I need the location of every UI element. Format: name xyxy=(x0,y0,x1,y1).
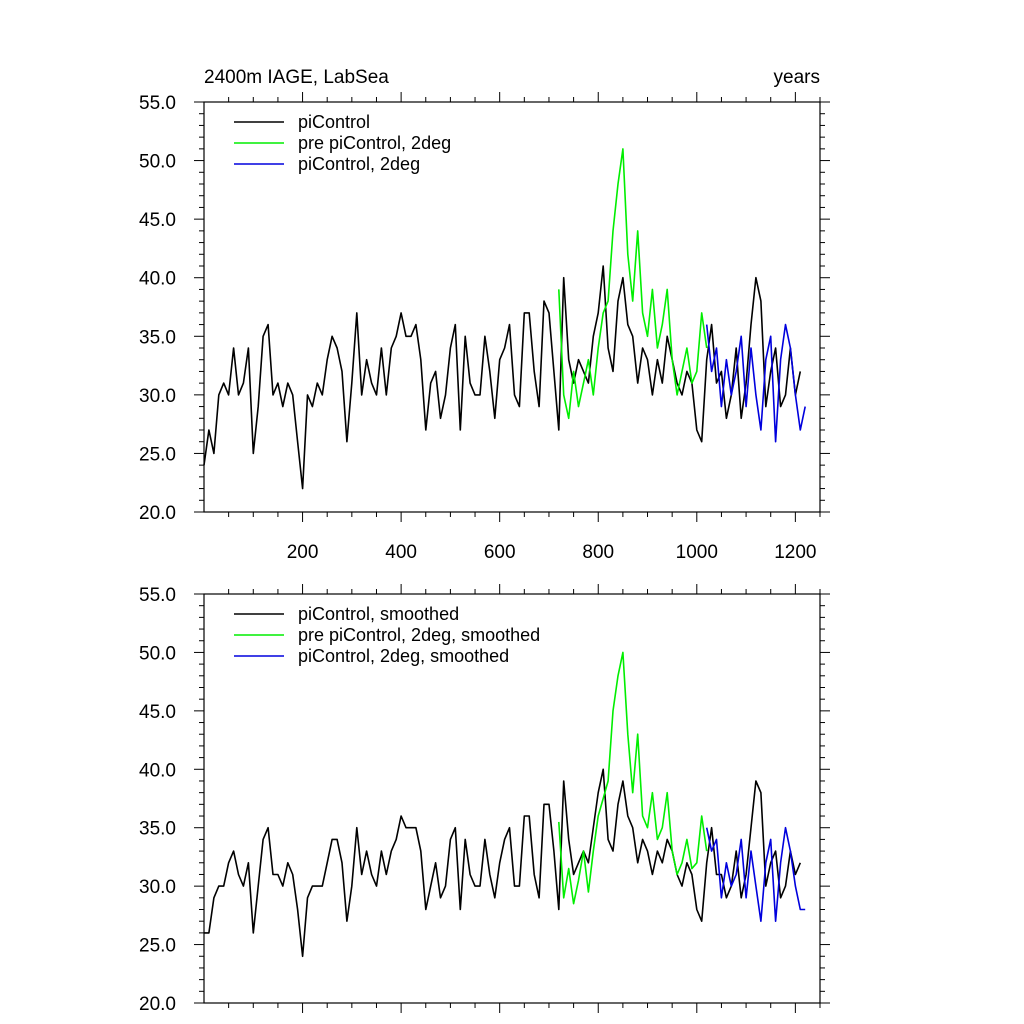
y-tick-label: 35.0 xyxy=(139,819,176,840)
series-line-2 xyxy=(558,148,708,420)
x-tick-label: 1200 xyxy=(774,542,816,563)
x-tick-label: 800 xyxy=(582,542,614,563)
legend-entry: piControl xyxy=(298,112,370,132)
series-line-3 xyxy=(705,323,806,443)
legend-entry: piControl, smoothed xyxy=(298,604,459,624)
plot-frame xyxy=(203,101,821,513)
y-tick-label: 25.0 xyxy=(139,444,176,465)
y-tick-label: 45.0 xyxy=(139,210,176,231)
x-tick-label: 600 xyxy=(484,542,516,563)
x-tick-label: 200 xyxy=(287,542,319,563)
series-line-3 xyxy=(705,826,806,923)
bottom-panel: 20.0 25.0 30.0 35.0 40.0 45.0 50.0 55.0 piContro… xyxy=(139,584,830,1015)
y-tick-label: 45.0 xyxy=(139,702,176,723)
y-tick-label: 35.0 xyxy=(139,327,176,348)
chart-title: 2400m IAGE, LabSea xyxy=(204,67,389,88)
series-line-1 xyxy=(203,265,802,490)
series-line-1 xyxy=(204,768,802,958)
legend-entry: piControl, 2deg, smoothed xyxy=(298,646,509,666)
y-tick-label: 50.0 xyxy=(139,152,176,173)
x-tick-label: 1000 xyxy=(676,542,718,563)
y-tick-label: 50.0 xyxy=(139,643,176,664)
legend-entry: piControl, 2deg xyxy=(298,154,420,174)
y-tick-label: 30.0 xyxy=(139,877,176,898)
y-tick-label: 40.0 xyxy=(139,760,176,781)
x-axis-unit-label: years xyxy=(774,67,820,88)
y-tick-label: 25.0 xyxy=(139,936,176,957)
y-tick-label: 20.0 xyxy=(139,503,176,524)
y-tick-label: 55.0 xyxy=(139,93,176,114)
y-tick-label: 55.0 xyxy=(139,585,176,606)
y-tick-label: 40.0 xyxy=(139,269,176,290)
y-tick-label: 30.0 xyxy=(139,386,176,407)
plot-frame xyxy=(203,593,821,1004)
legend-entry: pre piControl, 2deg xyxy=(298,133,451,153)
legend-entry: pre piControl, 2deg, smoothed xyxy=(298,625,540,645)
top-panel: 20.0 25.0 30.0 35.0 40.0 45.0 50.0 55.0 200 400 60… xyxy=(139,92,830,563)
series-line-2 xyxy=(558,651,708,905)
x-tick-label: 400 xyxy=(385,542,417,563)
y-tick-label: 20.0 xyxy=(139,994,176,1015)
